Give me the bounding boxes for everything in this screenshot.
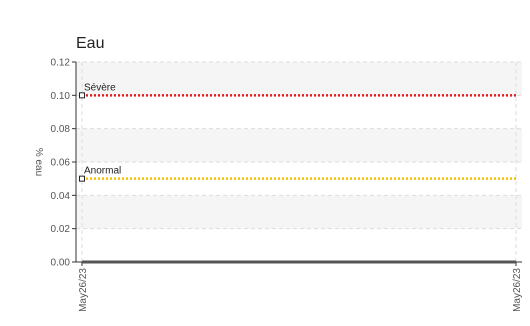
x-tick-label: May26/23: [78, 268, 89, 312]
y-tick-label: 0.08: [51, 124, 71, 135]
series-marker: [79, 92, 85, 99]
x-tick-label: May26/23: [512, 268, 523, 312]
y-axis-label: % eau: [33, 148, 44, 176]
series-label: Anormal: [84, 166, 121, 177]
series-marker: [79, 175, 85, 182]
y-tick-label: 0.06: [51, 158, 71, 169]
vertical-gridlines: [81, 62, 517, 262]
plot-band: [76, 128, 522, 162]
y-ticks: 0.00 0.02 0.04 0.06 0.08 0.10 0.12: [51, 58, 76, 269]
plot-band: [76, 95, 522, 129]
chart-title: Eau: [76, 35, 104, 52]
plot-band: [76, 228, 522, 262]
plot-background: [76, 62, 522, 262]
y-tick-label: 0.02: [51, 224, 71, 235]
plot-band: [76, 195, 522, 229]
y-tick-label: 0.00: [51, 258, 71, 269]
y-tick-label: 0.12: [51, 58, 71, 69]
x-ticks: May26/23 May26/23: [78, 262, 523, 312]
y-tick-label: 0.04: [51, 191, 71, 202]
series-label: Sévère: [84, 82, 116, 93]
y-tick-label: 0.10: [51, 91, 71, 102]
series-group: Sévère Anormal: [79, 82, 516, 264]
plot-band: [76, 62, 522, 96]
